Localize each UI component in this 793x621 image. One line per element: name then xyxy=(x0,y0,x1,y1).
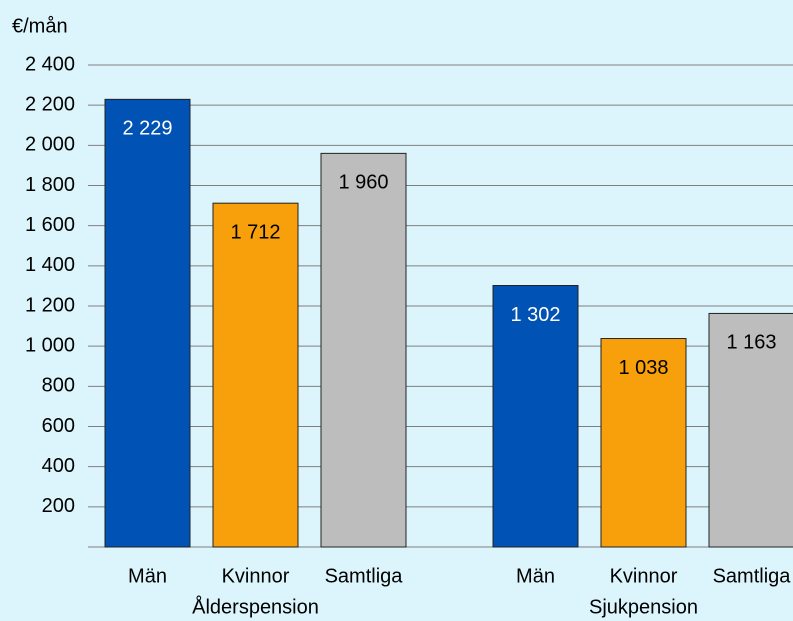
data-label: 2 229 xyxy=(122,118,172,140)
y-tick-label: 1 400 xyxy=(25,254,75,276)
y-tick-label: 2 000 xyxy=(25,134,75,156)
y-tick-label: 1 600 xyxy=(25,214,75,236)
data-label: 1 038 xyxy=(618,357,668,379)
y-tick-label: 400 xyxy=(42,455,75,477)
bar xyxy=(708,312,793,548)
data-label: 1 960 xyxy=(338,172,388,194)
bar xyxy=(104,98,191,548)
y-tick-label: 200 xyxy=(42,495,75,517)
series-label: Samtliga xyxy=(713,565,792,587)
bar xyxy=(600,338,687,548)
bar xyxy=(320,152,407,548)
x-tick-label: Sjukpension xyxy=(589,596,698,618)
data-label: 1 163 xyxy=(726,332,776,354)
data-label: 1 302 xyxy=(510,304,560,326)
series-label: Män xyxy=(516,565,555,587)
y-tick-label: 800 xyxy=(42,375,75,397)
series-label: Män xyxy=(128,565,167,587)
series-label: Kvinnor xyxy=(610,565,678,587)
y-axis-label: €/mån xyxy=(12,15,68,37)
bar xyxy=(492,285,579,548)
y-tick-label: 600 xyxy=(42,415,75,437)
series-label: Samtliga xyxy=(325,565,404,587)
bar xyxy=(212,202,299,548)
data-label: 1 712 xyxy=(230,221,280,243)
x-tick-label: Ålderspension xyxy=(192,595,319,618)
series-label: Kvinnor xyxy=(222,565,290,587)
y-tick-label: 2 400 xyxy=(25,53,75,75)
y-tick-label: 1 200 xyxy=(25,294,75,316)
y-tick-label: 1 800 xyxy=(25,174,75,196)
y-tick-label: 2 200 xyxy=(25,93,75,115)
y-tick-label: 1 000 xyxy=(25,334,75,356)
